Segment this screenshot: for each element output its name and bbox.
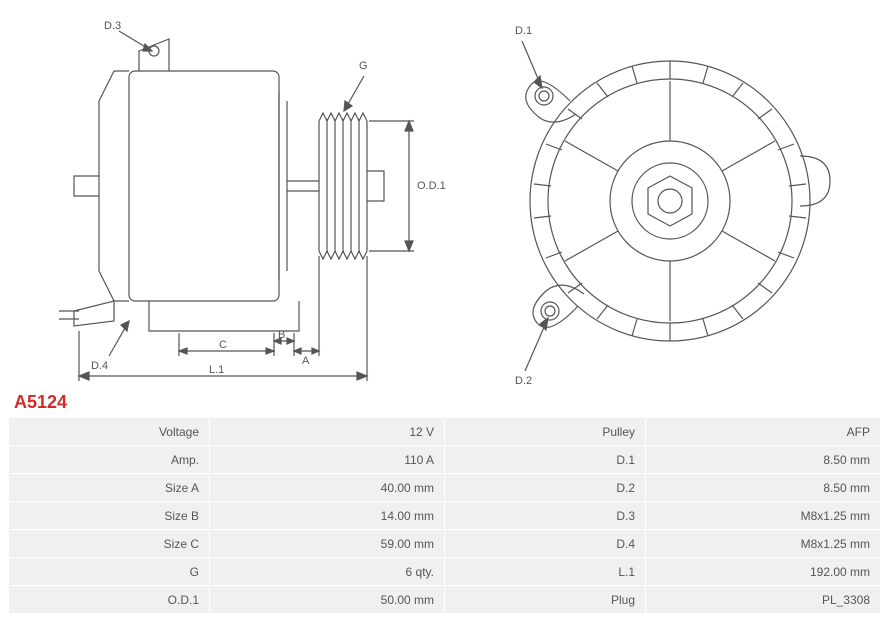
spec-table-body: Voltage12 VPulleyAFPAmp.110 AD.18.50 mmS… — [9, 418, 880, 613]
callout-d4: D.4 — [91, 360, 108, 372]
spec-label: D.1 — [445, 446, 645, 473]
spec-label: Size A — [9, 474, 209, 501]
technical-drawings: D.3 G O.D.1 D.4 C B A L.1 — [8, 6, 881, 386]
spec-label: Amp. — [9, 446, 209, 473]
spec-value: M8x1.25 mm — [646, 530, 880, 557]
rear-view-drawing: D.1 D.2 — [470, 6, 870, 386]
spec-label: G — [9, 558, 209, 585]
spec-label: D.4 — [445, 530, 645, 557]
callout-d1: D.1 — [515, 25, 532, 37]
table-row: Size C59.00 mmD.4M8x1.25 mm — [9, 530, 880, 557]
spec-value: PL_3308 — [646, 586, 880, 613]
spec-value: 192.00 mm — [646, 558, 880, 585]
spec-value: 59.00 mm — [210, 530, 444, 557]
spec-label: O.D.1 — [9, 586, 209, 613]
spec-value: 8.50 mm — [646, 446, 880, 473]
spec-label: Size B — [9, 502, 209, 529]
spec-value: 50.00 mm — [210, 586, 444, 613]
callout-a: A — [302, 355, 310, 367]
table-row: Amp.110 AD.18.50 mm — [9, 446, 880, 473]
table-row: O.D.150.00 mmPlugPL_3308 — [9, 586, 880, 613]
callout-l1: L.1 — [209, 364, 224, 376]
table-row: Size B14.00 mmD.3M8x1.25 mm — [9, 502, 880, 529]
spec-value: 8.50 mm — [646, 474, 880, 501]
spec-label: Voltage — [9, 418, 209, 445]
callout-d3: D.3 — [104, 20, 121, 32]
page-root: D.3 G O.D.1 D.4 C B A L.1 — [0, 0, 889, 623]
spec-value: 14.00 mm — [210, 502, 444, 529]
spec-value: AFP — [646, 418, 880, 445]
callout-g: G — [359, 60, 368, 72]
callout-od1: O.D.1 — [417, 180, 446, 192]
callout-d2: D.2 — [515, 375, 532, 387]
table-row: G6 qty.L.1192.00 mm — [9, 558, 880, 585]
callout-c: C — [219, 339, 227, 351]
spec-label: Pulley — [445, 418, 645, 445]
table-row: Size A40.00 mmD.28.50 mm — [9, 474, 880, 501]
spec-value: 6 qty. — [210, 558, 444, 585]
spec-table: Voltage12 VPulleyAFPAmp.110 AD.18.50 mmS… — [8, 417, 881, 614]
spec-label: D.2 — [445, 474, 645, 501]
part-id: A5124 — [14, 392, 881, 413]
callout-b: B — [278, 329, 285, 341]
table-row: Voltage12 VPulleyAFP — [9, 418, 880, 445]
spec-value: 40.00 mm — [210, 474, 444, 501]
spec-label: Size C — [9, 530, 209, 557]
spec-label: L.1 — [445, 558, 645, 585]
side-view-drawing: D.3 G O.D.1 D.4 C B A L.1 — [19, 11, 449, 381]
spec-value: 110 A — [210, 446, 444, 473]
spec-value: M8x1.25 mm — [646, 502, 880, 529]
spec-label: Plug — [445, 586, 645, 613]
spec-value: 12 V — [210, 418, 444, 445]
spec-label: D.3 — [445, 502, 645, 529]
